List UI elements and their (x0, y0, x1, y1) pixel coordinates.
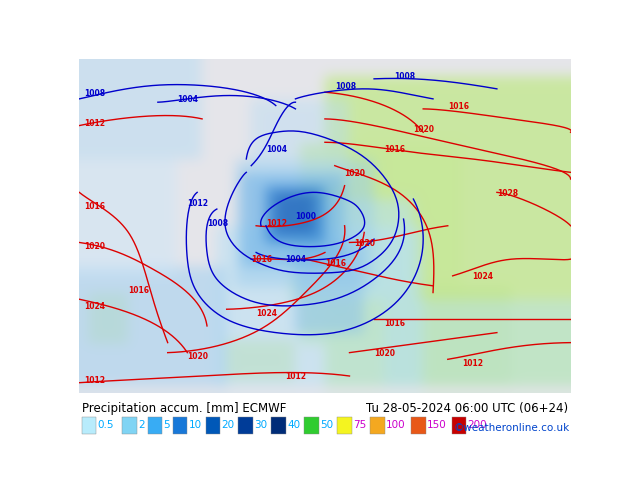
Bar (451, 417, 467, 434)
Text: ©weatheronline.co.uk: ©weatheronline.co.uk (453, 423, 569, 433)
Text: 1012: 1012 (84, 376, 105, 385)
Text: 1016: 1016 (128, 286, 150, 294)
Text: 1016: 1016 (251, 255, 272, 265)
Text: 1016: 1016 (384, 146, 405, 154)
Text: 1012: 1012 (463, 359, 484, 368)
Text: 1016: 1016 (84, 202, 105, 211)
Text: 1012: 1012 (285, 372, 307, 381)
Text: 1008: 1008 (84, 89, 105, 98)
Text: 1004: 1004 (178, 95, 198, 104)
Text: 1012: 1012 (266, 219, 287, 228)
Text: 1012: 1012 (84, 119, 105, 127)
Text: 10: 10 (188, 420, 202, 430)
Text: 1016: 1016 (448, 102, 469, 111)
Bar (205, 417, 220, 434)
Text: 1012: 1012 (188, 199, 209, 208)
Bar (122, 417, 137, 434)
Text: 1020: 1020 (345, 169, 366, 178)
Bar (411, 417, 425, 434)
Text: 75: 75 (353, 420, 366, 430)
Bar (82, 417, 96, 434)
Text: 1020: 1020 (354, 239, 375, 248)
Text: 1020: 1020 (188, 352, 209, 361)
Text: 1004: 1004 (266, 146, 287, 154)
Text: 1028: 1028 (497, 189, 518, 197)
Text: 1016: 1016 (325, 259, 346, 268)
Text: 200: 200 (467, 420, 487, 430)
Text: 40: 40 (287, 420, 301, 430)
Text: 100: 100 (386, 420, 406, 430)
Text: 30: 30 (254, 420, 268, 430)
Text: 1024: 1024 (84, 302, 105, 311)
Text: 1004: 1004 (285, 255, 307, 265)
Text: Precipitation accum. [mm] ECMWF: Precipitation accum. [mm] ECMWF (82, 402, 286, 415)
Text: 1008: 1008 (394, 72, 415, 81)
Bar (148, 417, 162, 434)
Text: 1008: 1008 (207, 219, 228, 228)
Text: 1024: 1024 (472, 272, 493, 281)
Text: 1016: 1016 (384, 319, 405, 328)
Bar (172, 417, 188, 434)
Bar (304, 417, 319, 434)
Text: 150: 150 (427, 420, 446, 430)
Text: 5: 5 (164, 420, 170, 430)
Bar (337, 417, 352, 434)
Text: 1020: 1020 (374, 349, 395, 358)
Text: 0.5: 0.5 (98, 420, 114, 430)
Text: 1020: 1020 (84, 242, 105, 251)
Text: 1008: 1008 (335, 82, 356, 91)
Bar (271, 417, 286, 434)
Text: 1020: 1020 (413, 125, 434, 134)
Text: 1024: 1024 (256, 309, 277, 318)
Bar (238, 417, 253, 434)
Text: 1000: 1000 (295, 212, 316, 221)
Text: 2: 2 (138, 420, 145, 430)
Bar (370, 417, 385, 434)
Text: 20: 20 (221, 420, 235, 430)
Text: 50: 50 (320, 420, 333, 430)
Text: Tu 28-05-2024 06:00 UTC (06+24): Tu 28-05-2024 06:00 UTC (06+24) (366, 402, 568, 415)
